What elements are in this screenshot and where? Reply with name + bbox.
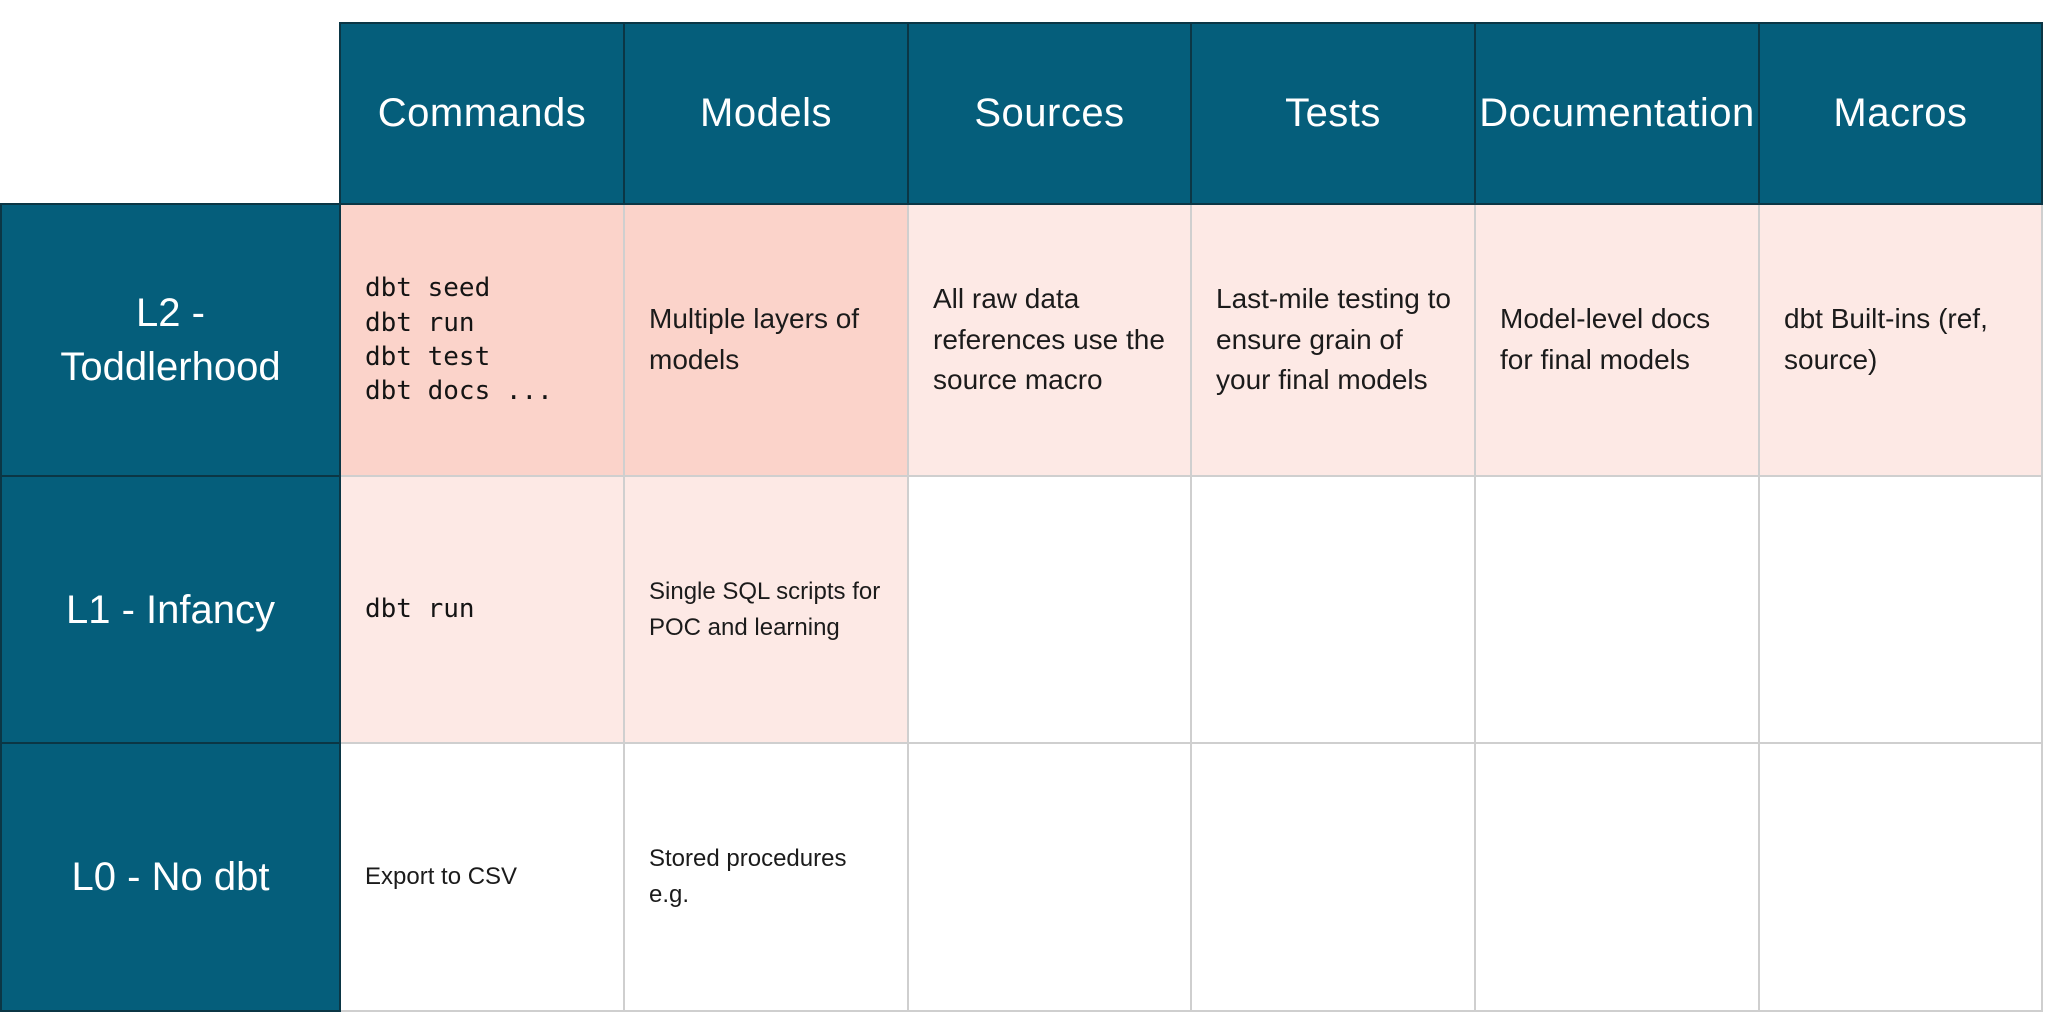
- cell-l1-tests: [1190, 475, 1476, 744]
- maturity-matrix-table: Commands Models Sources Tests Documentat…: [0, 22, 2043, 1012]
- cell-l0-commands: Export to CSV: [339, 742, 625, 1012]
- row-header-l1-infancy: L1 - Infancy: [0, 475, 341, 744]
- cell-l2-commands: dbt seed dbt run dbt test dbt docs ...: [339, 203, 625, 477]
- row-l2-toddlerhood: L2 - Toddlerhood dbt seed dbt run dbt te…: [0, 203, 2043, 477]
- col-header-macros: Macros: [1758, 22, 2043, 205]
- row-l1-infancy: L1 - Infancy dbt run Single SQL scripts …: [0, 475, 2043, 744]
- cell-l1-models: Single SQL scripts for POC and learning: [623, 475, 909, 744]
- corner-spacer-cell: [1, 23, 340, 204]
- cell-l2-tests: Last-mile testing to ensure grain of you…: [1190, 203, 1476, 477]
- col-header-models: Models: [623, 22, 909, 205]
- col-header-documentation: Documentation: [1474, 22, 1760, 205]
- cell-l1-macros: [1758, 475, 2043, 744]
- row-header-l2-toddlerhood: L2 - Toddlerhood: [0, 203, 341, 477]
- row-l0-no-dbt: L0 - No dbt Export to CSV Stored procedu…: [0, 742, 2043, 1012]
- row-header-l0-no-dbt: L0 - No dbt: [0, 742, 341, 1012]
- cell-l0-macros: [1758, 742, 2043, 1012]
- cell-l0-documentation: [1474, 742, 1760, 1012]
- cell-l2-documentation: Model-level docs for final models: [1474, 203, 1760, 477]
- cell-l2-models: Multiple layers of models: [623, 203, 909, 477]
- header-row: Commands Models Sources Tests Documentat…: [1, 22, 2043, 205]
- cell-l0-tests: [1190, 742, 1476, 1012]
- cell-l1-documentation: [1474, 475, 1760, 744]
- cell-l1-sources: [907, 475, 1192, 744]
- cell-l1-commands: dbt run: [339, 475, 625, 744]
- col-header-commands: Commands: [339, 22, 625, 205]
- cell-l0-sources: [907, 742, 1192, 1012]
- cell-l2-sources: All raw data references use the source m…: [907, 203, 1192, 477]
- col-header-tests: Tests: [1190, 22, 1476, 205]
- cell-l2-macros: dbt Built-ins (ref, source): [1758, 203, 2043, 477]
- cell-l0-models: Stored procedures e.g.: [623, 742, 909, 1012]
- col-header-sources: Sources: [907, 22, 1192, 205]
